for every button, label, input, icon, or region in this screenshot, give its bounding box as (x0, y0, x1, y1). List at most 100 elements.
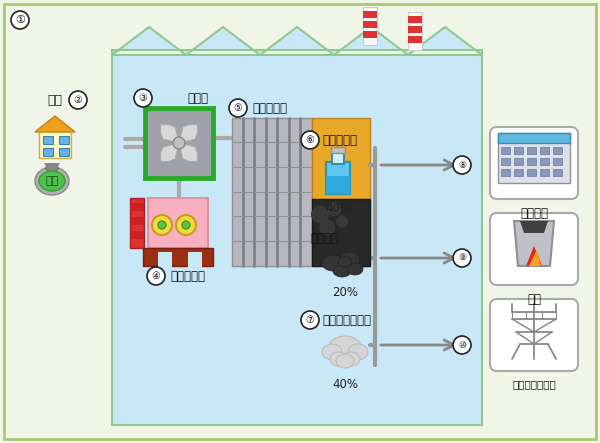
FancyBboxPatch shape (490, 299, 578, 371)
Text: ⑨: ⑨ (458, 253, 466, 263)
Circle shape (311, 206, 329, 223)
Text: ⑦: ⑦ (305, 315, 314, 325)
Ellipse shape (347, 263, 363, 275)
Bar (514, 147, 523, 154)
Circle shape (176, 215, 196, 235)
Circle shape (301, 131, 319, 149)
Bar (553, 158, 562, 165)
Bar (43, 148, 53, 156)
Text: コークス炉ガス: コークス炉ガス (322, 314, 371, 326)
Polygon shape (160, 143, 179, 162)
Bar (130, 198, 144, 248)
Bar (143, 248, 213, 266)
Text: 20%: 20% (332, 286, 358, 299)
Bar (332, 152, 344, 164)
Bar (39, 132, 71, 158)
Polygon shape (160, 124, 179, 143)
Ellipse shape (348, 344, 368, 360)
Ellipse shape (333, 265, 351, 277)
Circle shape (11, 11, 29, 29)
Polygon shape (526, 246, 542, 266)
Ellipse shape (322, 255, 344, 271)
Circle shape (327, 202, 341, 216)
Text: 家庭: 家庭 (47, 93, 62, 106)
Bar (527, 169, 536, 176)
Polygon shape (179, 143, 197, 162)
Bar (145, 108, 213, 178)
Text: 破砕機: 破砕機 (187, 92, 208, 105)
Text: 塩ビ選別機: 塩ビ選別機 (170, 269, 205, 283)
Ellipse shape (342, 352, 360, 366)
Bar (501, 169, 510, 176)
Text: 炒化水素油: 炒化水素油 (322, 133, 357, 147)
Text: コークス炉: コークス炉 (252, 101, 287, 114)
Text: 高炉: 高炉 (527, 293, 541, 306)
Polygon shape (44, 163, 60, 170)
Text: ⑤: ⑤ (233, 103, 242, 113)
Text: 40%: 40% (325, 202, 351, 215)
Bar (501, 158, 510, 165)
Bar (527, 147, 536, 154)
Bar (540, 147, 549, 154)
Text: ④: ④ (152, 271, 160, 281)
Ellipse shape (330, 352, 348, 366)
Bar (553, 147, 562, 154)
Bar (43, 136, 53, 144)
Bar (158, 252, 172, 270)
Ellipse shape (39, 171, 65, 191)
Circle shape (173, 137, 185, 149)
Circle shape (229, 99, 247, 117)
Bar (326, 162, 350, 194)
Text: ③: ③ (139, 93, 148, 103)
Polygon shape (112, 27, 482, 55)
Circle shape (336, 215, 348, 227)
Bar (130, 203, 144, 211)
Bar (326, 176, 350, 194)
Text: ②: ② (74, 95, 82, 105)
Bar (498, 133, 570, 143)
Ellipse shape (338, 257, 352, 267)
Polygon shape (35, 116, 75, 132)
Bar (553, 169, 562, 176)
Ellipse shape (340, 252, 360, 266)
Bar (331, 147, 345, 153)
Bar (363, 31, 377, 38)
Bar (59, 148, 69, 156)
Bar (130, 217, 144, 225)
Polygon shape (529, 249, 541, 266)
Bar (130, 231, 144, 239)
Ellipse shape (336, 354, 354, 368)
Bar (363, 21, 377, 28)
Bar (498, 133, 570, 183)
Polygon shape (179, 124, 197, 143)
Text: 40%: 40% (332, 378, 358, 391)
Bar (188, 252, 202, 270)
Text: コークス: コークス (310, 232, 338, 245)
Polygon shape (514, 221, 554, 266)
Bar (540, 169, 549, 176)
Text: ⑧: ⑧ (458, 160, 466, 170)
Polygon shape (520, 221, 548, 233)
Circle shape (301, 311, 319, 329)
Bar (408, 36, 422, 43)
Circle shape (147, 267, 165, 285)
Bar (363, 7, 377, 45)
Text: ⑥: ⑥ (305, 135, 314, 145)
Bar (312, 199, 370, 266)
Bar (514, 169, 523, 176)
Bar (312, 118, 370, 266)
Circle shape (319, 219, 335, 235)
Bar (514, 158, 523, 165)
Bar (59, 136, 69, 144)
Circle shape (134, 89, 152, 107)
Circle shape (182, 221, 190, 229)
Bar (501, 147, 510, 154)
Circle shape (453, 336, 471, 354)
Bar (540, 158, 549, 165)
FancyBboxPatch shape (490, 213, 578, 285)
Ellipse shape (322, 344, 342, 360)
Text: ごみ: ごみ (46, 176, 59, 186)
Circle shape (453, 156, 471, 174)
Bar (148, 198, 208, 248)
Ellipse shape (329, 336, 361, 358)
